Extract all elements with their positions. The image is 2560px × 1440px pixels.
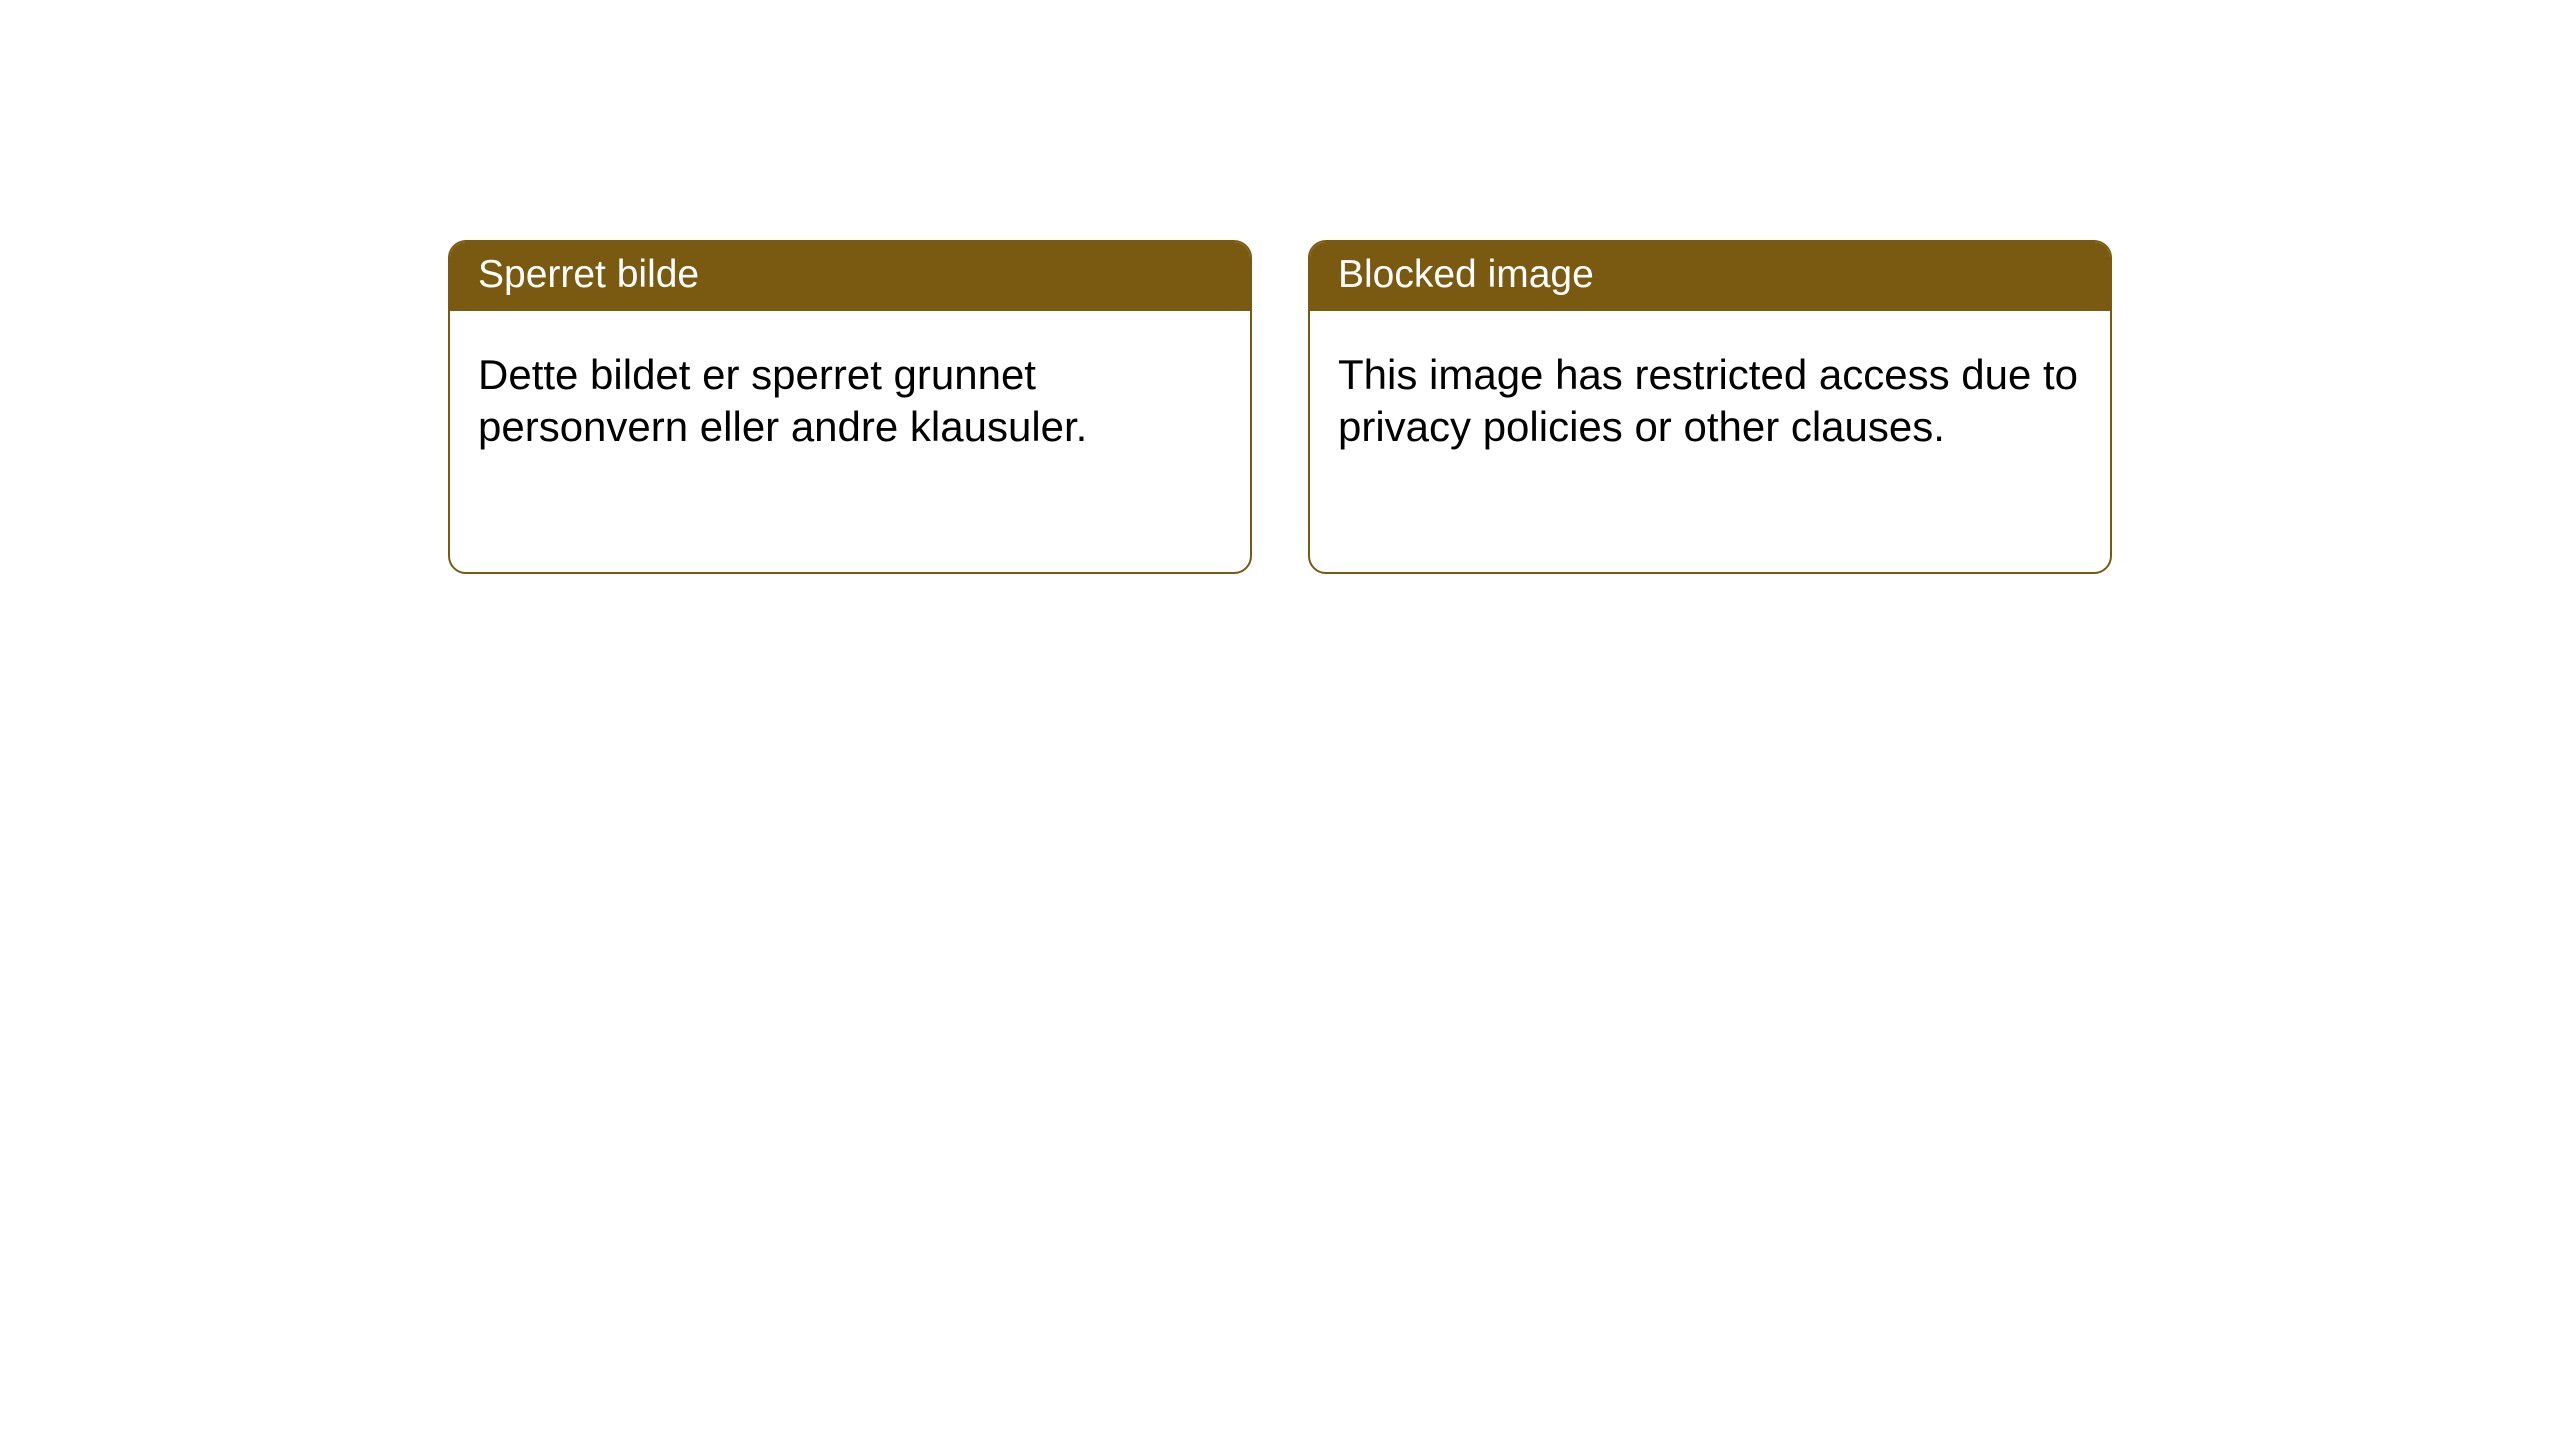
notice-title: Blocked image — [1338, 253, 1594, 296]
notice-body: This image has restricted access due to … — [1310, 311, 2110, 481]
notice-message: This image has restricted access due to … — [1338, 351, 2078, 450]
notice-container: Sperret bilde Dette bildet er sperret gr… — [0, 0, 2560, 574]
notice-header: Sperret bilde — [450, 242, 1250, 311]
notice-body: Dette bildet er sperret grunnet personve… — [450, 311, 1250, 481]
notice-title: Sperret bilde — [478, 253, 699, 296]
notice-header: Blocked image — [1310, 242, 2110, 311]
notice-card-english: Blocked image This image has restricted … — [1308, 240, 2112, 574]
notice-card-norwegian: Sperret bilde Dette bildet er sperret gr… — [448, 240, 1252, 574]
notice-message: Dette bildet er sperret grunnet personve… — [478, 351, 1087, 450]
